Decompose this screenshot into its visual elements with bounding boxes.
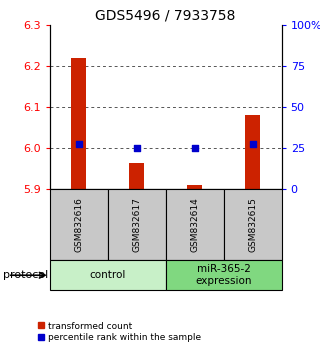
- Legend: transformed count, percentile rank within the sample: transformed count, percentile rank withi…: [33, 318, 204, 346]
- Bar: [166, 260, 282, 290]
- Text: GSM832616: GSM832616: [74, 197, 83, 252]
- Point: [134, 145, 139, 151]
- Text: GSM832615: GSM832615: [248, 197, 257, 252]
- Bar: [224, 189, 282, 260]
- Title: GDS5496 / 7933758: GDS5496 / 7933758: [95, 8, 236, 22]
- Point: [250, 141, 255, 147]
- Point: [192, 145, 197, 151]
- Text: GSM832614: GSM832614: [190, 198, 199, 252]
- Bar: [166, 189, 224, 260]
- Text: miR-365-2
expression: miR-365-2 expression: [195, 264, 252, 286]
- Text: control: control: [89, 270, 126, 280]
- Text: GSM832617: GSM832617: [132, 197, 141, 252]
- Bar: [71, 58, 86, 189]
- Text: protocol: protocol: [3, 270, 48, 280]
- Bar: [129, 162, 144, 189]
- Bar: [187, 185, 202, 189]
- Bar: [245, 115, 260, 189]
- Point: [76, 141, 81, 147]
- Bar: [50, 189, 108, 260]
- Bar: [108, 189, 166, 260]
- Bar: [50, 260, 166, 290]
